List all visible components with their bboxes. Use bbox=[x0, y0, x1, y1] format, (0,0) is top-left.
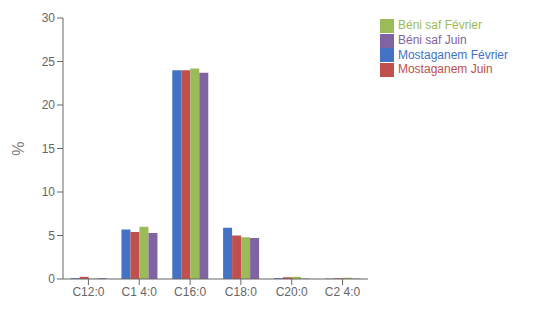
html-text:Mostaganem Février: Mostaganem Février bbox=[398, 47, 508, 62]
svg-text:5: 5 bbox=[48, 229, 55, 243]
svg-text:20: 20 bbox=[42, 98, 56, 112]
svg-text:C20:0: C20:0 bbox=[276, 285, 308, 299]
svg-text:25: 25 bbox=[42, 55, 56, 69]
html-text:Béni saf Février: Béni saf Février bbox=[398, 18, 482, 32]
svg-text:C18:0: C18:0 bbox=[225, 285, 257, 299]
html-text:Mostaganem Juin: Mostaganem Juin bbox=[398, 62, 493, 77]
svg-text:C12:0: C12:0 bbox=[72, 285, 104, 299]
svg-text:C1 4:0: C1 4:0 bbox=[122, 285, 158, 299]
html-text:Béni saf Juin: Béni saf Juin bbox=[398, 32, 467, 47]
svg-text:15: 15 bbox=[42, 142, 56, 156]
svg-text:C16:0: C16:0 bbox=[174, 285, 206, 299]
svg-text:C2 4:0: C2 4:0 bbox=[325, 285, 361, 299]
svg-text:30: 30 bbox=[42, 11, 56, 25]
svg-text:%: % bbox=[10, 141, 27, 155]
svg-text:10: 10 bbox=[42, 185, 56, 199]
svg-text:0: 0 bbox=[48, 272, 55, 286]
